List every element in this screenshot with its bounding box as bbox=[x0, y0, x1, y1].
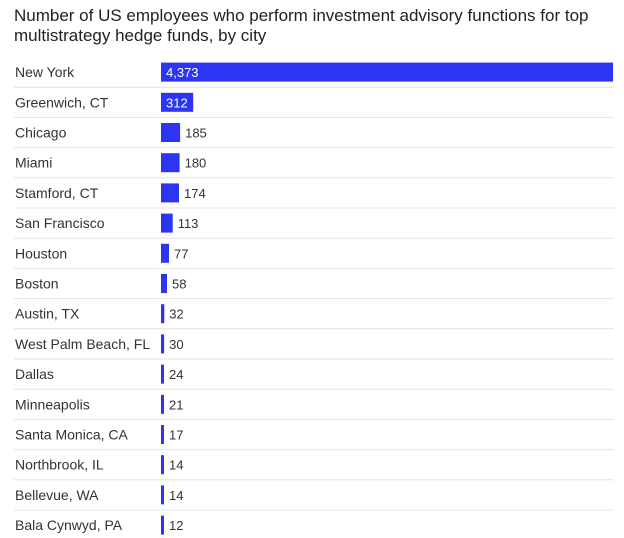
value-label: 4,373 bbox=[166, 65, 199, 80]
bar bbox=[161, 455, 164, 475]
chart-title: Number of US employees who perform inves… bbox=[14, 6, 589, 45]
category-label: Stamford, CT bbox=[15, 185, 99, 201]
category-label: Boston bbox=[15, 276, 59, 292]
value-label: 30 bbox=[169, 337, 183, 352]
category-label: Bala Cynwyd, PA bbox=[15, 517, 123, 533]
value-label: 14 bbox=[169, 488, 183, 503]
category-label: Austin, TX bbox=[15, 306, 80, 322]
category-label: San Francisco bbox=[15, 215, 105, 231]
value-label: 77 bbox=[174, 246, 188, 261]
category-label: Chicago bbox=[15, 125, 67, 141]
value-label: 24 bbox=[169, 367, 183, 382]
bar bbox=[161, 92, 194, 112]
bar bbox=[161, 243, 169, 263]
category-label: Northbrook, IL bbox=[15, 457, 104, 473]
category-label: West Palm Beach, FL bbox=[15, 336, 150, 352]
bar bbox=[161, 213, 173, 233]
bar bbox=[161, 425, 164, 444]
category-label: Greenwich, CT bbox=[15, 94, 109, 110]
bar bbox=[161, 515, 164, 535]
value-label: 21 bbox=[169, 397, 183, 412]
bar bbox=[161, 153, 180, 173]
bar bbox=[161, 274, 167, 293]
bar bbox=[161, 394, 164, 414]
bar bbox=[161, 62, 613, 82]
category-label: Miami bbox=[15, 155, 52, 171]
category-label: Dallas bbox=[15, 366, 54, 382]
value-label: 14 bbox=[169, 458, 183, 473]
value-label: 32 bbox=[169, 307, 183, 322]
category-label: Minneapolis bbox=[15, 396, 90, 412]
value-label: 58 bbox=[172, 277, 186, 292]
bar bbox=[161, 183, 179, 203]
bar bbox=[161, 334, 165, 354]
bar bbox=[161, 123, 181, 142]
value-label: 113 bbox=[178, 216, 199, 231]
category-label: Bellevue, WA bbox=[15, 487, 99, 503]
value-label: 174 bbox=[184, 186, 206, 201]
category-label: New York bbox=[15, 64, 75, 80]
bar bbox=[161, 364, 164, 384]
bar bbox=[161, 304, 165, 324]
value-label: 312 bbox=[166, 95, 188, 110]
category-label: Houston bbox=[15, 245, 67, 261]
value-label: 17 bbox=[169, 428, 183, 443]
category-label: Santa Monica, CA bbox=[15, 427, 128, 443]
value-label: 180 bbox=[185, 156, 207, 171]
bar bbox=[161, 485, 164, 505]
value-label: 12 bbox=[169, 518, 183, 533]
value-label: 185 bbox=[185, 126, 207, 141]
